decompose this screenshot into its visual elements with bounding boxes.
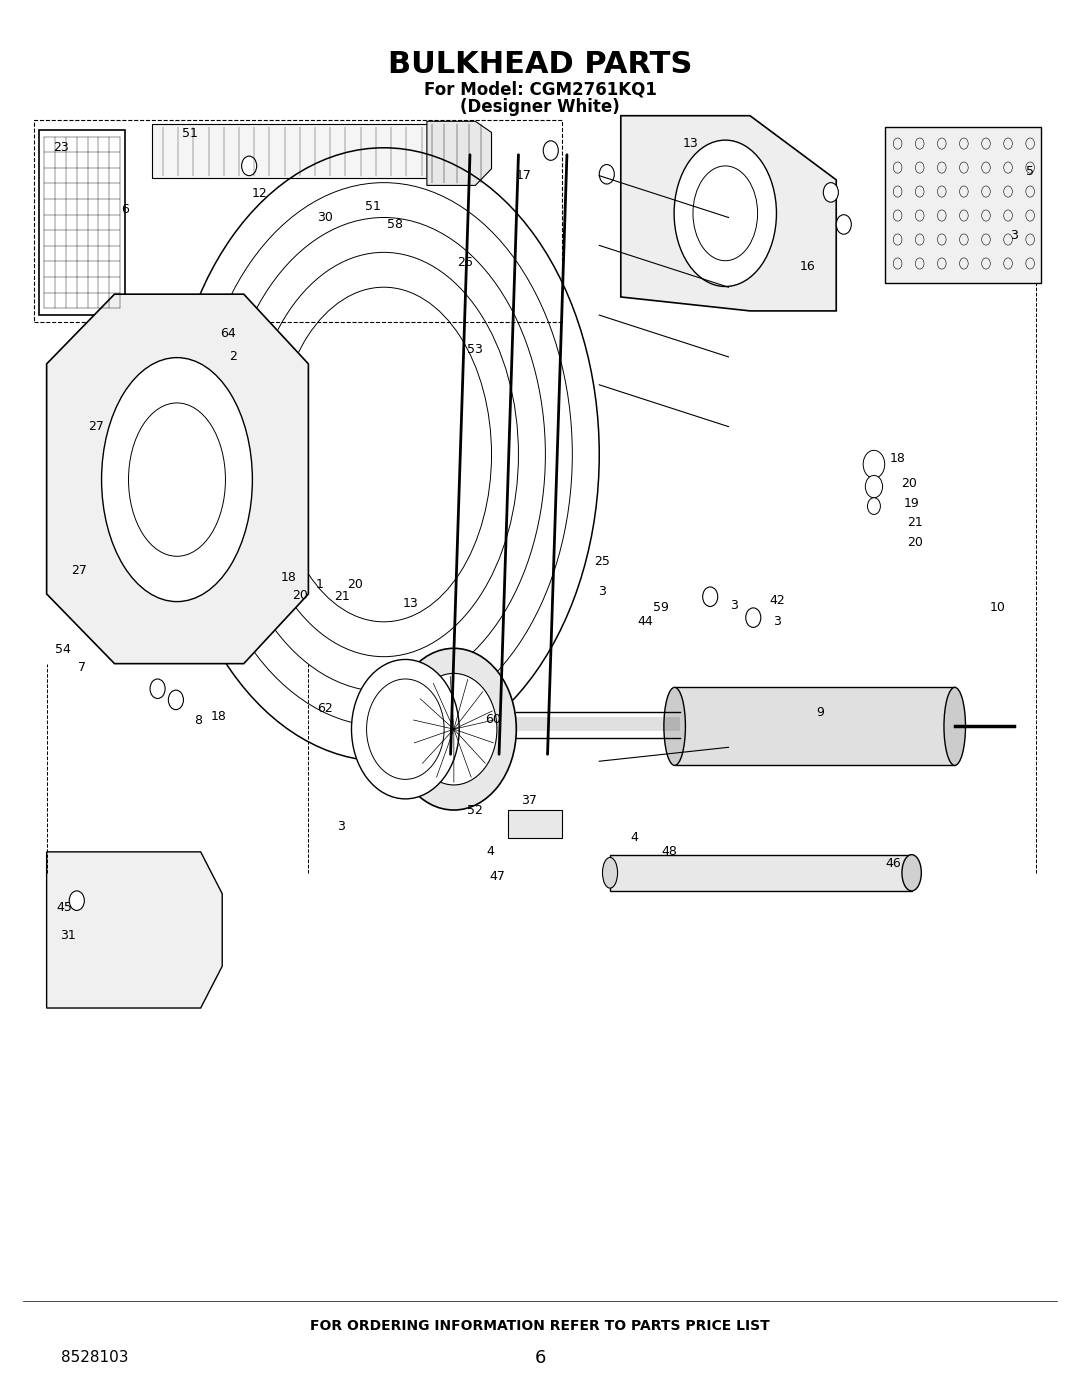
- Text: 2: 2: [229, 351, 237, 363]
- Text: 21: 21: [334, 590, 350, 604]
- Polygon shape: [427, 122, 491, 186]
- Text: 27: 27: [71, 564, 86, 577]
- Polygon shape: [675, 687, 955, 766]
- Text: 20: 20: [347, 578, 363, 591]
- Ellipse shape: [944, 687, 966, 766]
- Circle shape: [242, 156, 257, 176]
- Text: FOR ORDERING INFORMATION REFER TO PARTS PRICE LIST: FOR ORDERING INFORMATION REFER TO PARTS …: [310, 1319, 770, 1333]
- Polygon shape: [39, 130, 125, 316]
- Text: 20: 20: [907, 536, 922, 549]
- Text: 16: 16: [799, 260, 815, 272]
- Circle shape: [599, 165, 615, 184]
- Text: 13: 13: [683, 137, 699, 149]
- Circle shape: [863, 450, 885, 478]
- Text: 54: 54: [55, 643, 70, 657]
- Text: 53: 53: [468, 344, 484, 356]
- Text: (Designer White): (Designer White): [460, 98, 620, 116]
- Circle shape: [391, 648, 516, 810]
- Text: 52: 52: [468, 803, 484, 816]
- Text: 3: 3: [598, 585, 606, 598]
- Polygon shape: [46, 295, 309, 664]
- Text: BULKHEAD PARTS: BULKHEAD PARTS: [388, 50, 692, 78]
- Text: 4: 4: [631, 831, 638, 844]
- Text: 25: 25: [595, 556, 610, 569]
- Text: 20: 20: [292, 588, 308, 602]
- Text: 27: 27: [89, 420, 104, 433]
- Text: 18: 18: [211, 710, 227, 724]
- Text: 19: 19: [904, 497, 919, 510]
- Text: 8528103: 8528103: [60, 1351, 129, 1365]
- Text: 10: 10: [990, 601, 1005, 615]
- Text: 1: 1: [315, 578, 323, 591]
- Circle shape: [543, 141, 558, 161]
- Text: 13: 13: [403, 597, 419, 610]
- Text: 20: 20: [902, 478, 917, 490]
- Text: 62: 62: [316, 701, 333, 715]
- Text: 26: 26: [457, 256, 472, 268]
- Text: 23: 23: [53, 141, 68, 154]
- Text: 3: 3: [1010, 229, 1018, 242]
- Text: 9: 9: [816, 705, 824, 719]
- Text: 44: 44: [637, 615, 653, 629]
- Ellipse shape: [674, 140, 777, 286]
- Ellipse shape: [902, 855, 921, 891]
- Text: 6: 6: [121, 203, 130, 215]
- Text: 18: 18: [890, 453, 905, 465]
- Circle shape: [867, 497, 880, 514]
- Circle shape: [150, 679, 165, 698]
- Text: 64: 64: [219, 327, 235, 339]
- Text: 59: 59: [652, 601, 669, 615]
- Ellipse shape: [664, 687, 686, 766]
- Text: 48: 48: [661, 845, 677, 858]
- Ellipse shape: [102, 358, 253, 602]
- Text: 18: 18: [281, 571, 297, 584]
- Text: 30: 30: [316, 211, 333, 224]
- Text: 46: 46: [886, 856, 901, 869]
- Text: 37: 37: [522, 793, 537, 807]
- Circle shape: [69, 891, 84, 911]
- Text: 51: 51: [365, 200, 381, 212]
- Text: 5: 5: [1026, 165, 1035, 177]
- Text: 58: 58: [387, 218, 403, 231]
- Circle shape: [865, 475, 882, 497]
- Text: 4: 4: [486, 845, 495, 858]
- Circle shape: [823, 183, 838, 203]
- Circle shape: [746, 608, 760, 627]
- Polygon shape: [621, 116, 836, 312]
- Text: 12: 12: [252, 187, 268, 200]
- Text: 3: 3: [337, 820, 345, 833]
- Text: 17: 17: [516, 169, 531, 182]
- Text: 51: 51: [181, 127, 198, 140]
- Circle shape: [168, 690, 184, 710]
- Polygon shape: [610, 855, 912, 891]
- Text: 21: 21: [907, 517, 922, 529]
- Ellipse shape: [603, 858, 618, 888]
- Text: 7: 7: [78, 661, 86, 675]
- Polygon shape: [152, 124, 432, 179]
- Polygon shape: [46, 852, 222, 1009]
- Text: 47: 47: [489, 870, 504, 883]
- Text: 3: 3: [773, 615, 781, 629]
- Text: 3: 3: [730, 598, 738, 612]
- Polygon shape: [885, 127, 1041, 284]
- Circle shape: [410, 673, 497, 785]
- Polygon shape: [508, 810, 562, 838]
- Text: 8: 8: [194, 714, 203, 728]
- Circle shape: [351, 659, 459, 799]
- Text: 6: 6: [535, 1350, 545, 1368]
- Text: 45: 45: [56, 901, 71, 914]
- Circle shape: [703, 587, 718, 606]
- Circle shape: [836, 215, 851, 235]
- Text: 42: 42: [769, 594, 785, 608]
- Text: 31: 31: [60, 929, 76, 942]
- Text: For Model: CGM2761KQ1: For Model: CGM2761KQ1: [423, 80, 657, 98]
- Text: 60: 60: [485, 712, 500, 726]
